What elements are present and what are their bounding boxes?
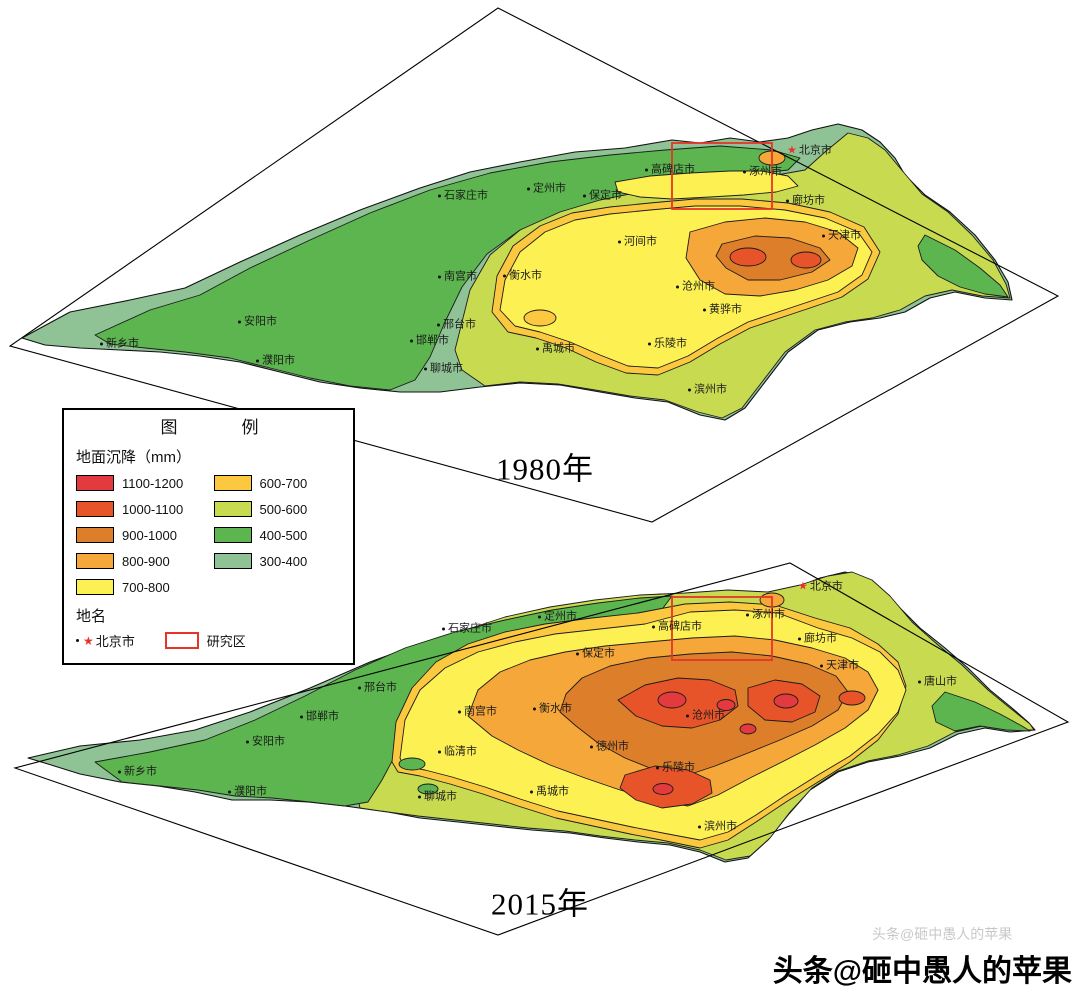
- watermark: 头条@砸中愚人的苹果: [772, 955, 1072, 988]
- city-dot-icon: [76, 639, 79, 643]
- contour-2015-1100-1200-d: [739, 723, 757, 735]
- legend-item: 1000-1100: [76, 500, 206, 518]
- frame-1980: [8, 7, 1060, 523]
- legend-item: 400-500: [213, 526, 344, 544]
- contour-2015-east-400-500: [931, 691, 1031, 732]
- study-area-box-2015: [671, 596, 773, 661]
- legend-swatch: [213, 501, 252, 518]
- legend-item: 500-600: [213, 500, 344, 518]
- map-2015-title: 2015年: [491, 886, 589, 922]
- legend-study-area-symbol: 研究区: [164, 631, 246, 650]
- map-2015-shapes: [13, 562, 1070, 936]
- legend-column-right: 600-700 500-600 400-500 300-400: [213, 474, 344, 596]
- study-area-box-1980: [671, 142, 773, 210]
- contour-2015-1100-1200-a: [657, 691, 687, 709]
- map-1980-shapes: [8, 7, 1060, 523]
- legend-item: 600-700: [213, 474, 344, 492]
- legend-grid: 1100-1200 1000-1100 900-1000 800-900 700…: [76, 474, 343, 596]
- legend-item: 700-800: [76, 578, 206, 596]
- contour-2015-1000-1100-c: [838, 690, 866, 706]
- contour-2015-1100-1200-c: [773, 693, 799, 709]
- legend-item: 900-1000: [76, 526, 206, 544]
- legend-city-label: 北京市: [95, 634, 135, 650]
- legend-item: 300-400: [213, 552, 344, 570]
- legend-swatch: [76, 579, 114, 596]
- contour-1980-1000-1100-b: [790, 251, 822, 269]
- legend-box: 图例 地面沉降（mm） 1100-1200 1000-1100 900-1000…: [62, 408, 355, 665]
- legend-swatch: [213, 475, 252, 492]
- legend-swatch: [76, 553, 114, 570]
- legend-column-left: 1100-1200 1000-1100 900-1000 800-900 700…: [76, 474, 206, 596]
- legend-placenames-heading: 地名: [76, 608, 107, 626]
- contour-1980-1000-1100-a: [729, 247, 767, 267]
- legend-symbols-row: ★ 北京市 研究区: [76, 631, 343, 650]
- frame-2015: [13, 562, 1070, 936]
- contour-2015-400-500-oval-b: [417, 783, 439, 795]
- legend-swatch: [76, 501, 114, 518]
- legend-swatch: [76, 475, 114, 492]
- map-1980-title: 1980年: [496, 451, 594, 487]
- contour-1980-600-700-oval: [523, 309, 557, 327]
- study-area-rect-icon: [164, 632, 199, 650]
- legend-item: 800-900: [76, 552, 206, 570]
- contour-1980-east-400-500: [917, 234, 1009, 298]
- beijing-star-icon: ★: [83, 633, 94, 648]
- legend-swatch: [76, 527, 114, 544]
- contour-2015-400-500-oval-a: [398, 757, 426, 771]
- legend-study-area-label: 研究区: [206, 634, 246, 650]
- legend-item: 1100-1200: [76, 474, 206, 492]
- legend-city-symbol: ★ 北京市: [76, 631, 135, 650]
- contour-2015-1100-1200-south: [652, 783, 674, 795]
- contour-1980-top-700-800: [614, 170, 799, 200]
- legend-subtitle: 地面沉降（mm）: [76, 449, 191, 467]
- watermark-faint: 头条@砸中愚人的苹果: [872, 926, 1013, 942]
- contour-2015-1100-1200-b: [716, 699, 736, 711]
- legend-title: 图例: [160, 418, 323, 437]
- contour-1980-900-1000: [715, 235, 831, 281]
- legend-swatch: [213, 527, 252, 544]
- legend-swatch: [213, 553, 252, 570]
